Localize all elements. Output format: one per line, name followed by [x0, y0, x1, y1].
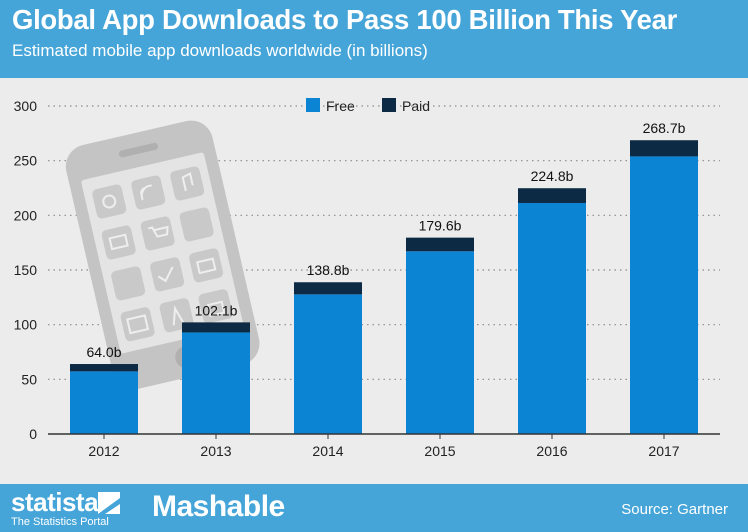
bar-paid-2013 [182, 322, 250, 333]
x-tick-label: 2012 [88, 443, 119, 459]
legend-free-swatch [306, 98, 320, 112]
y-tick-label: 250 [14, 153, 38, 169]
y-tick-label: 200 [14, 207, 38, 223]
chart-subtitle: Estimated mobile app downloads worldwide… [12, 41, 428, 60]
bars: 64.0b 102.1b 138.8b 179.6b 224.8b 268.7b [70, 120, 698, 435]
legend-paid-label: Paid [402, 98, 430, 114]
x-tick-label: 2016 [536, 443, 567, 459]
data-label: 138.8b [307, 262, 350, 278]
statista-logo-icon [98, 492, 120, 514]
x-tick-label: 2013 [200, 443, 231, 459]
source-note: Source: Gartner [621, 501, 728, 518]
data-label: 224.8b [531, 168, 574, 184]
chart-footer: statista The Statistics Portal Mashable … [0, 484, 748, 532]
bar-chart: 64.0b 102.1b 138.8b 179.6b 224.8b 268.7b 0 50 1… [14, 98, 720, 459]
y-tick-label: 100 [14, 317, 38, 333]
bar-paid-2012 [70, 364, 138, 372]
data-label: 179.6b [419, 218, 462, 234]
phone-icon [65, 120, 260, 390]
y-tick-label: 300 [14, 98, 38, 114]
bar-free-2016 [518, 202, 586, 434]
y-tick-label: 150 [14, 262, 38, 278]
y-tick-label: 0 [29, 426, 37, 442]
axes: 0 50 100 150 200 250 300 2012 2013 2014 2015 2016 20… [14, 98, 720, 459]
y-tick-label: 50 [21, 371, 37, 387]
chart-title: Global App Downloads to Pass 100 Billion… [12, 4, 678, 35]
bar-free-2015 [406, 251, 474, 434]
bar-free-2013 [182, 332, 250, 434]
bar-free-2017 [630, 156, 698, 435]
bar-free-2012 [70, 371, 138, 434]
data-label: 64.0b [86, 344, 121, 360]
bar-paid-2014 [294, 282, 362, 295]
data-label: 268.7b [643, 120, 686, 136]
chart-header: Global App Downloads to Pass 100 Billion… [0, 0, 748, 78]
data-label: 102.1b [195, 302, 238, 318]
mashable-logo: Mashable [152, 490, 285, 523]
legend-free-label: Free [326, 98, 355, 114]
statista-logo-text: statista [11, 487, 99, 517]
x-tick-label: 2015 [424, 443, 455, 459]
statista-tagline: The Statistics Portal [11, 516, 109, 528]
bar-paid-2015 [406, 237, 474, 252]
legend-paid-swatch [382, 98, 396, 112]
x-tick-label: 2014 [312, 443, 343, 459]
bar-paid-2017 [630, 140, 698, 157]
bar-paid-2016 [518, 188, 586, 203]
x-tick-label: 2017 [648, 443, 679, 459]
bar-free-2014 [294, 294, 362, 434]
legend: Free Paid [306, 98, 430, 114]
